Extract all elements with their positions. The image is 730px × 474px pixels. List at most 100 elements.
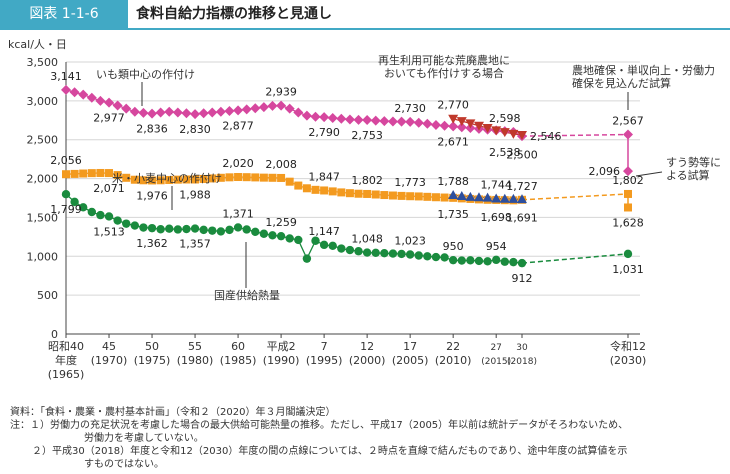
x-tick-sublabel: (2005) xyxy=(392,354,429,367)
data-point xyxy=(129,106,140,117)
data-point xyxy=(294,235,303,245)
data-point xyxy=(268,231,277,240)
data-point xyxy=(491,193,502,203)
data-point xyxy=(362,115,373,126)
data-point xyxy=(431,193,440,202)
data-label: 2,730 xyxy=(394,102,426,115)
data-point xyxy=(422,118,433,129)
data-point xyxy=(354,247,363,256)
data-point xyxy=(465,119,476,129)
data-point xyxy=(406,192,415,201)
data-point xyxy=(508,193,519,203)
data-point xyxy=(156,176,165,185)
x-tick-sublabel: (1980) xyxy=(177,354,214,367)
data-label: 1,362 xyxy=(136,237,168,250)
data-point xyxy=(233,223,243,232)
x-tick-sublabel: 年度 xyxy=(55,353,77,367)
data-point xyxy=(319,240,329,250)
data-point xyxy=(336,113,347,124)
data-label: 2,877 xyxy=(222,119,254,132)
data-point xyxy=(302,254,312,263)
data-labels: 3,141 2,977 2,836 2,830 2,877 2,939 2,790 2,753… xyxy=(50,70,644,285)
projection-dashed-line xyxy=(521,253,629,264)
x-tick-label: 令和12 xyxy=(610,339,646,353)
data-point xyxy=(362,248,372,257)
data-point xyxy=(122,219,131,228)
data-label: 954 xyxy=(486,240,507,253)
x-tick-label: 50 xyxy=(145,340,159,353)
data-point xyxy=(456,117,467,127)
x-tick-sublabel: (2000) xyxy=(349,354,386,367)
data-point xyxy=(387,116,398,127)
data-point xyxy=(96,168,105,177)
data-point xyxy=(182,224,191,234)
x-tick-label: 7 xyxy=(321,340,328,353)
data-point xyxy=(396,116,407,127)
x-tick-sublabel: (1970) xyxy=(91,354,128,367)
y-axis-label: kcal/人・日 xyxy=(8,38,67,51)
data-point xyxy=(147,223,157,233)
data-point xyxy=(388,249,398,258)
data-label: 1,628 xyxy=(612,216,644,229)
data-label: 2,836 xyxy=(136,123,168,136)
data-label: 1,727 xyxy=(506,180,538,193)
data-label: 1,698 xyxy=(480,211,512,224)
axis-layer: kcal/人・日 0 500 1,000 1,500 2,000 2,500 3,000 3,5… xyxy=(8,38,646,381)
data-point xyxy=(440,253,449,262)
data-point xyxy=(62,170,70,179)
data-label: 2,977 xyxy=(93,112,125,125)
data-point xyxy=(242,173,251,182)
data-point xyxy=(191,175,200,184)
data-label: 1,048 xyxy=(351,233,383,246)
data-point xyxy=(371,248,380,257)
data-point xyxy=(139,223,148,232)
data-point xyxy=(61,189,71,199)
projection-point xyxy=(623,166,633,177)
data-label: 1,802 xyxy=(612,174,644,187)
data-point xyxy=(328,187,337,196)
data-point xyxy=(500,257,509,266)
data-point xyxy=(474,256,484,266)
data-label: 1,357 xyxy=(179,238,211,251)
data-point xyxy=(337,188,346,197)
data-point xyxy=(439,120,450,131)
data-point xyxy=(86,92,97,103)
data-point xyxy=(310,111,321,122)
y-tick-label: 0 xyxy=(51,328,58,341)
data-point xyxy=(363,189,372,198)
x-tick-sublabel: (2015) xyxy=(481,357,511,367)
data-label: 3,141 xyxy=(50,70,82,83)
data-label: 1,691 xyxy=(506,212,538,225)
data-label: 1,788 xyxy=(437,175,469,188)
projection-dashed-line xyxy=(521,193,629,201)
data-point xyxy=(319,112,330,123)
data-label: 1,147 xyxy=(308,225,340,238)
data-label: 1,735 xyxy=(437,208,469,221)
data-point xyxy=(448,114,459,124)
x-tick-sublabel: (1975) xyxy=(134,354,171,367)
annotation-nochi: 農地確保・単収向上・労働力 xyxy=(572,63,715,77)
data-point xyxy=(259,229,269,238)
x-tick-sublabel: (2030) xyxy=(610,354,647,367)
data-point xyxy=(448,255,458,265)
data-point xyxy=(139,176,148,185)
x-tick-label: 55 xyxy=(188,340,202,353)
data-point xyxy=(371,190,380,199)
data-point xyxy=(508,129,519,139)
data-point xyxy=(457,256,466,265)
data-label: 1,023 xyxy=(394,234,426,247)
data-point xyxy=(320,186,329,195)
data-point xyxy=(482,124,493,134)
data-point xyxy=(113,171,122,180)
y-tick-label: 3,500 xyxy=(27,56,59,69)
data-point xyxy=(208,226,217,235)
data-point xyxy=(456,191,467,201)
data-label: 2,056 xyxy=(50,154,82,167)
projection-point xyxy=(623,129,633,140)
data-point xyxy=(251,227,260,237)
data-label: 2,753 xyxy=(351,129,383,142)
data-point xyxy=(199,225,208,235)
data-point xyxy=(173,225,183,234)
data-point xyxy=(182,175,191,184)
